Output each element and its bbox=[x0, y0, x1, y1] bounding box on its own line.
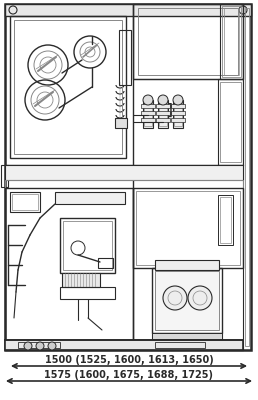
Bar bbox=[5, 188, 133, 346]
Bar bbox=[159, 102, 167, 126]
Bar bbox=[171, 118, 185, 122]
Bar bbox=[144, 102, 152, 126]
Bar bbox=[218, 79, 243, 165]
Bar bbox=[243, 4, 251, 350]
Bar bbox=[133, 4, 243, 79]
Bar bbox=[224, 8, 239, 75]
Circle shape bbox=[143, 95, 153, 105]
Bar bbox=[141, 111, 155, 115]
Text: ]: ] bbox=[167, 102, 173, 118]
Bar bbox=[5, 4, 251, 350]
Bar bbox=[1, 165, 8, 187]
Bar bbox=[60, 218, 115, 273]
Bar bbox=[10, 192, 40, 212]
Bar bbox=[136, 191, 240, 265]
Bar bbox=[12, 194, 38, 210]
Bar bbox=[220, 197, 231, 243]
Bar bbox=[156, 111, 170, 115]
Bar bbox=[40, 342, 60, 348]
Bar bbox=[141, 118, 155, 122]
Bar bbox=[218, 195, 233, 245]
Bar bbox=[55, 192, 125, 204]
Bar bbox=[174, 102, 182, 126]
Bar bbox=[156, 104, 170, 108]
Bar bbox=[171, 111, 185, 115]
Bar bbox=[222, 6, 241, 77]
Bar bbox=[152, 333, 222, 339]
Bar bbox=[156, 118, 170, 122]
Bar bbox=[115, 118, 127, 128]
Bar bbox=[62, 273, 100, 287]
Bar bbox=[14, 20, 122, 154]
Text: 1500 (1525, 1600, 1613, 1650): 1500 (1525, 1600, 1613, 1650) bbox=[45, 355, 213, 365]
Bar bbox=[138, 8, 238, 75]
Bar bbox=[143, 100, 153, 128]
Bar bbox=[171, 104, 185, 108]
Circle shape bbox=[48, 342, 56, 350]
Bar bbox=[245, 8, 249, 346]
Bar bbox=[220, 82, 241, 162]
Bar bbox=[133, 188, 243, 268]
Bar bbox=[10, 16, 126, 158]
Bar bbox=[60, 287, 115, 299]
Circle shape bbox=[188, 286, 212, 310]
Circle shape bbox=[24, 342, 32, 350]
Bar bbox=[158, 100, 168, 128]
Bar bbox=[5, 180, 243, 188]
Bar bbox=[5, 340, 243, 350]
Bar bbox=[119, 30, 131, 85]
Bar bbox=[152, 268, 222, 333]
Circle shape bbox=[163, 286, 187, 310]
Bar bbox=[5, 4, 251, 16]
Bar bbox=[63, 221, 112, 270]
Text: 1575 (1600, 1675, 1688, 1725): 1575 (1600, 1675, 1688, 1725) bbox=[44, 370, 214, 380]
Bar bbox=[152, 333, 222, 348]
Circle shape bbox=[158, 95, 168, 105]
Bar bbox=[220, 4, 243, 79]
Bar bbox=[98, 258, 113, 268]
Bar bbox=[5, 165, 243, 180]
Bar bbox=[155, 271, 219, 330]
Bar bbox=[173, 100, 183, 128]
Circle shape bbox=[36, 342, 44, 350]
Bar bbox=[155, 342, 205, 348]
Circle shape bbox=[173, 95, 183, 105]
Bar bbox=[141, 104, 155, 108]
Bar bbox=[18, 342, 38, 348]
Bar bbox=[155, 260, 219, 270]
